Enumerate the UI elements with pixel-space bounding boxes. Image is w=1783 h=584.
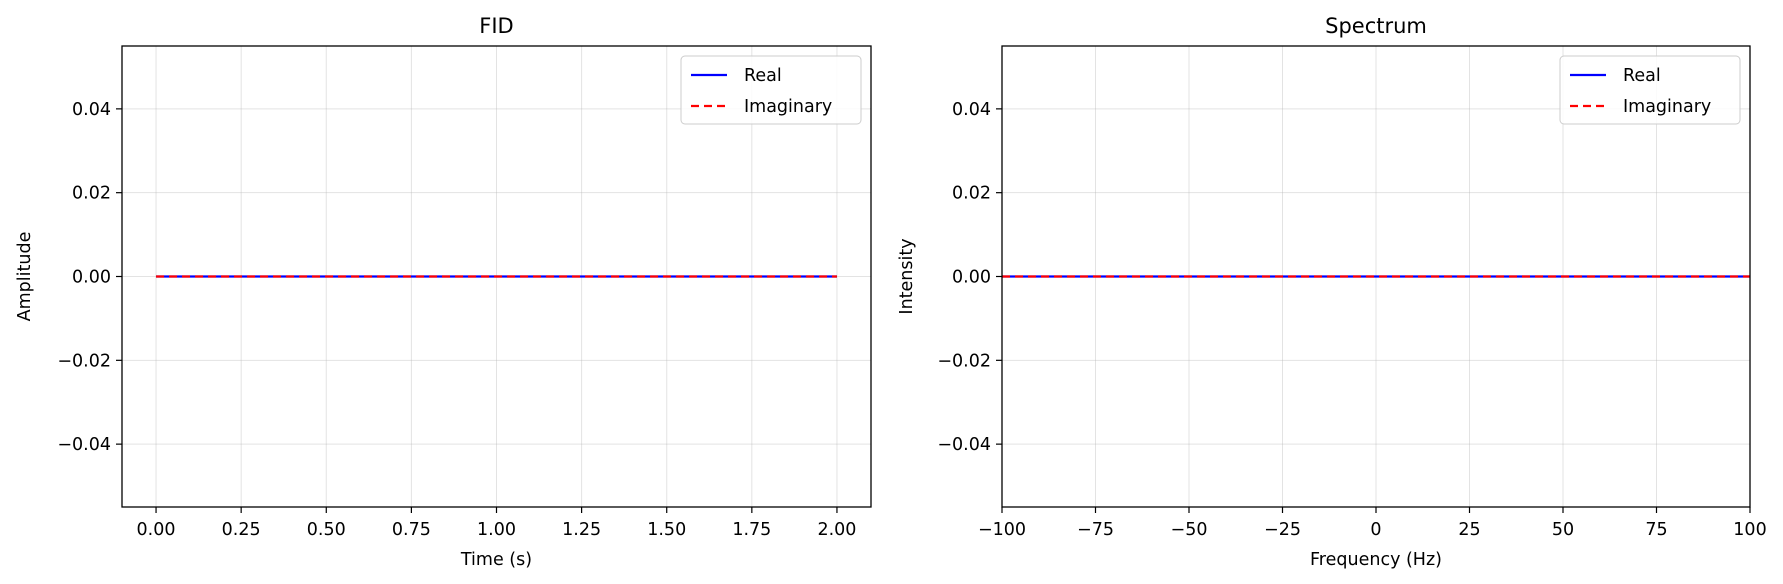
- y-tick-label: 0.00: [72, 268, 111, 288]
- x-tick-label: 75: [1645, 520, 1667, 540]
- chart-title: Spectrum: [1325, 14, 1427, 38]
- x-tick-label: −75: [1077, 520, 1114, 540]
- legend-label-real: Real: [744, 66, 782, 86]
- y-tick-label: 0.02: [72, 184, 111, 204]
- x-tick-label: 100: [1733, 520, 1766, 540]
- spectrum-panel: −100 −75 −50 −25 0 25 50 75 100 −0.04 −0.02 0.00 0.0…: [897, 14, 1767, 570]
- x-tick-label: 0: [1370, 520, 1381, 540]
- x-axis-label: Time (s): [460, 550, 532, 570]
- legend: Real Imaginary: [680, 55, 862, 125]
- x-tick-label: 1.00: [477, 520, 516, 540]
- y-axis-label: Intensity: [897, 238, 917, 314]
- y-tick-label: −0.02: [937, 351, 991, 371]
- y-tick-label: 0.00: [952, 268, 991, 288]
- x-tick-label: 0.75: [392, 520, 431, 540]
- x-tick-label: 1.75: [732, 520, 771, 540]
- chart-title: FID: [479, 14, 513, 38]
- y-tick-label: 0.02: [952, 184, 991, 204]
- legend-label-imaginary: Imaginary: [744, 97, 832, 117]
- x-tick-label: 0.25: [222, 520, 261, 540]
- x-tick-label: 0.00: [137, 520, 176, 540]
- x-tick-label: −50: [1171, 520, 1208, 540]
- legend-label-real: Real: [1623, 66, 1661, 86]
- legend-label-imaginary: Imaginary: [1623, 97, 1711, 117]
- x-tick-label: −25: [1264, 520, 1301, 540]
- x-tick-label: 1.25: [562, 520, 601, 540]
- y-tick-label: −0.04: [937, 435, 991, 455]
- y-axis-label: Amplitude: [15, 232, 35, 322]
- legend: Real Imaginary: [1559, 55, 1741, 125]
- fid-panel: 0.00 0.25 0.50 0.75 1.00 1.25 1.50 1.75 2.00 −0.0…: [15, 14, 872, 570]
- x-tick-label: 25: [1458, 520, 1480, 540]
- y-tick-label: 0.04: [952, 100, 991, 120]
- legend-box: [680, 55, 862, 125]
- x-tick-label: −100: [978, 520, 1026, 540]
- y-tick-label: −0.04: [57, 435, 111, 455]
- x-tick-label: 2.00: [817, 520, 856, 540]
- x-axis-label: Frequency (Hz): [1310, 550, 1442, 570]
- legend-box: [1559, 55, 1741, 125]
- y-tick-label: −0.02: [57, 351, 111, 371]
- y-tick-label: 0.04: [72, 100, 111, 120]
- x-tick-label: 1.50: [647, 520, 686, 540]
- x-tick-label: 0.50: [307, 520, 346, 540]
- x-tick-label: 50: [1552, 520, 1574, 540]
